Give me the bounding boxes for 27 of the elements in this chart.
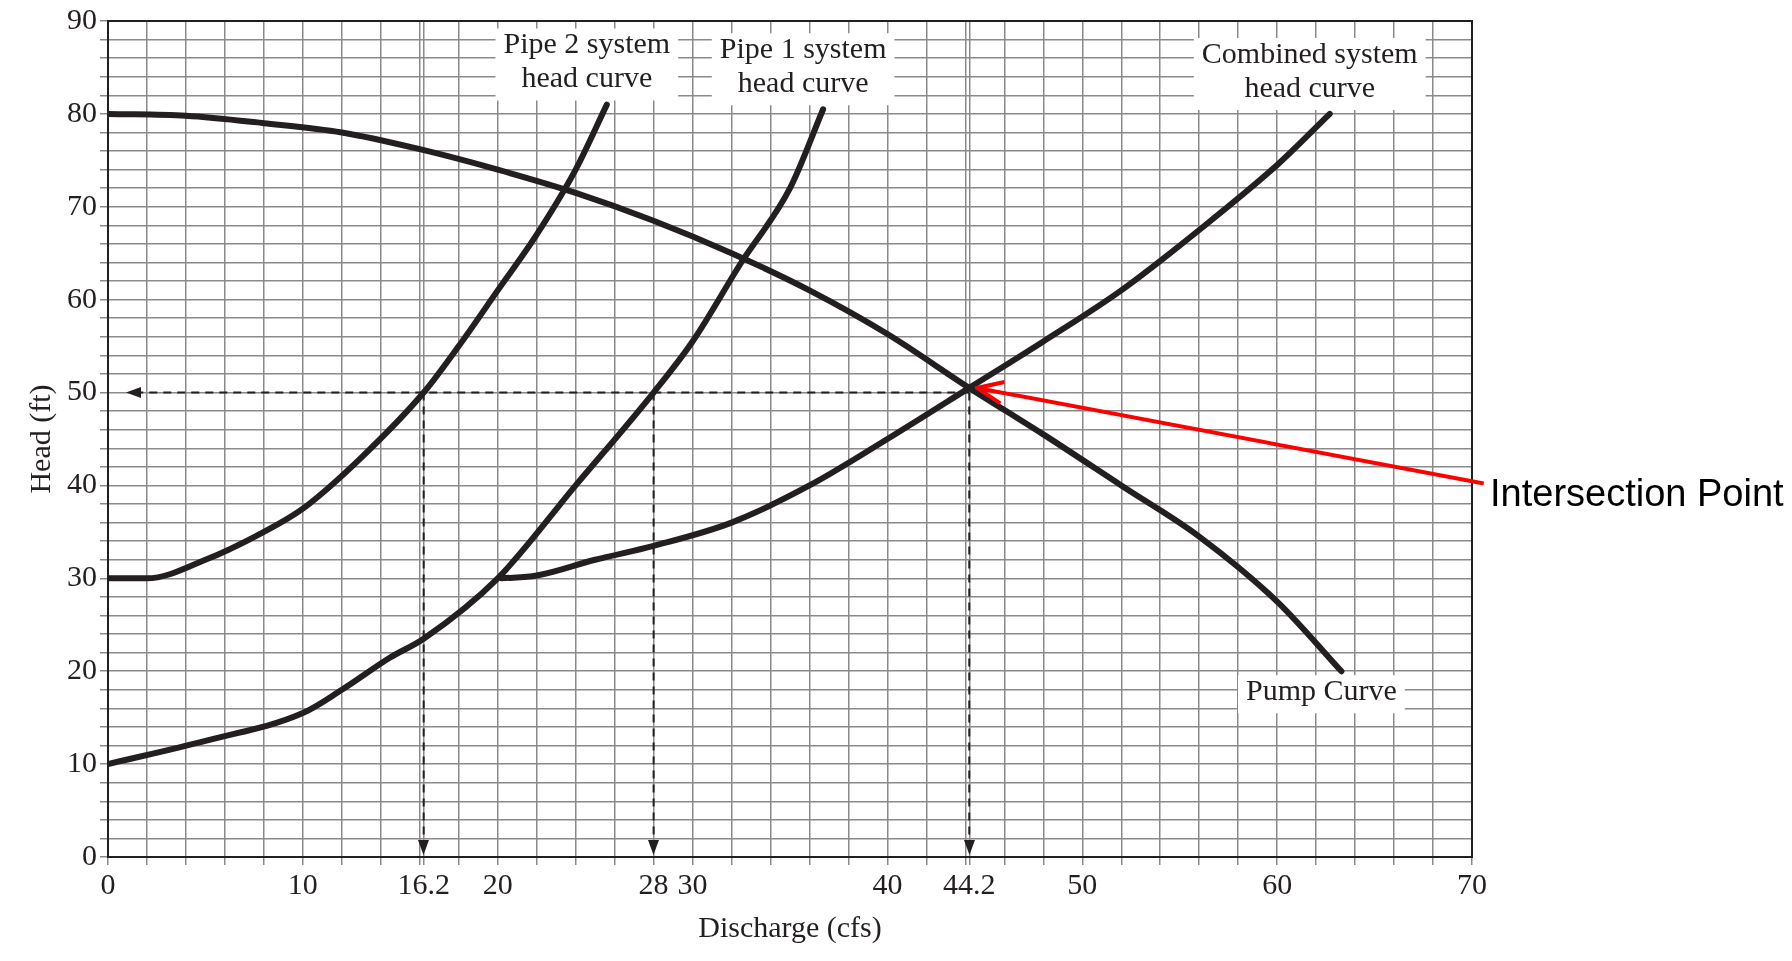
y-tick-label: 90: [67, 1, 97, 35]
y-tick-label: 50: [67, 373, 97, 407]
y-tick-label: 10: [67, 744, 97, 778]
x-tick-label: 30: [677, 866, 708, 900]
y-axis-title: Head (ft): [22, 384, 57, 494]
x-tick-label: 50: [1067, 866, 1098, 900]
x-tick-label: 40: [872, 866, 903, 900]
x-tick-label: 20: [482, 866, 513, 900]
series-label: Pump Curve: [1246, 673, 1397, 707]
y-tick-label: 60: [67, 280, 97, 314]
annotation: Intersection Point: [1490, 471, 1785, 514]
x-axis-title: Discharge (cfs): [698, 909, 882, 944]
x-tick-label: 70: [1457, 866, 1487, 900]
series-label: Pipe 1 system head curve: [719, 31, 887, 99]
series-label: Pipe 2 system head curve: [503, 26, 671, 94]
x-tick-label: 16.2: [397, 866, 450, 900]
x-tick-label: 44.2: [943, 866, 996, 900]
x-tick-label: 60: [1262, 866, 1293, 900]
x-tick-label: 10: [287, 866, 318, 900]
y-tick-label: 20: [67, 652, 97, 686]
series-label: Combined system head curve: [1201, 35, 1418, 103]
y-tick-label: 0: [82, 837, 97, 871]
y-tick-label: 40: [67, 466, 97, 500]
y-tick-label: 30: [67, 559, 97, 593]
y-tick-label: 70: [67, 187, 97, 221]
y-tick-label: 80: [67, 94, 97, 128]
x-tick-label: 28: [638, 866, 669, 900]
